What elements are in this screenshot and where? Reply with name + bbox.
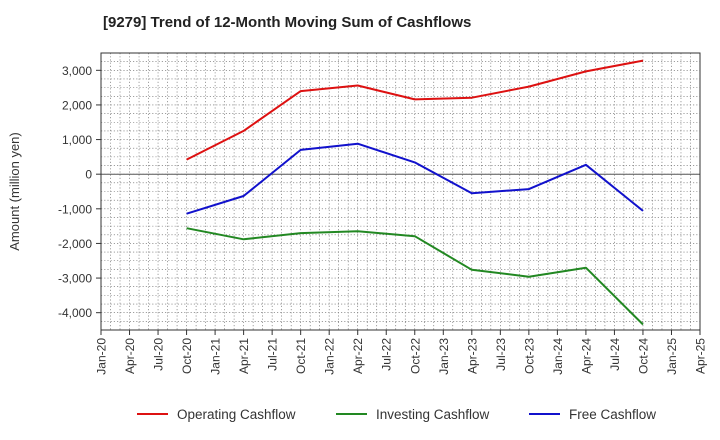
x-tick-label: Apr-22 [351, 338, 365, 374]
x-tick-label: Oct-23 [522, 338, 536, 374]
y-tick-label: 1,000 [62, 133, 92, 147]
x-tick-label: Jan-22 [323, 338, 337, 375]
y-axis: 3,000 2,000 1,000 0 -1,000 -2,000 -3,000 -4,000 [58, 64, 101, 320]
x-tick-label: Jan-20 [95, 338, 109, 375]
x-tick-label: Oct-21 [294, 338, 308, 374]
x-tick-label: Jul-24 [608, 338, 622, 371]
series-line [186, 59, 644, 161]
legend-label: Operating Cashflow [177, 407, 296, 422]
x-tick-label: Jan-24 [551, 338, 565, 375]
y-tick-label: 0 [85, 168, 92, 182]
x-tick-label: Apr-20 [123, 338, 137, 374]
x-tick-label: Oct-22 [408, 338, 422, 374]
x-tick-label: Oct-20 [180, 338, 194, 374]
x-tick-label: Jan-23 [437, 338, 451, 375]
x-tick-label: Apr-21 [237, 338, 251, 374]
series-line [186, 142, 644, 215]
x-tick-label: Apr-25 [694, 338, 708, 374]
x-tick-label: Jan-25 [665, 338, 679, 375]
x-tick-label: Apr-24 [579, 338, 593, 374]
chart-title: [9279] Trend of 12-Month Moving Sum of C… [103, 14, 472, 31]
legend-label: Free Cashflow [569, 407, 656, 422]
grid [100, 52, 701, 331]
x-tick-label: Jul-21 [266, 338, 280, 371]
legend: Operating Cashflow Investing Cashflow Free… [137, 407, 656, 422]
y-tick-label: -1,000 [58, 202, 92, 216]
x-tick-label: Apr-23 [465, 338, 479, 374]
x-tick-label: Jul-22 [380, 338, 394, 371]
x-tick-label: Oct-24 [636, 338, 650, 374]
x-tick-label: Jan-21 [209, 338, 223, 375]
y-axis-label: Amount (million yen) [7, 132, 22, 251]
legend-label: Investing Cashflow [376, 407, 490, 422]
series [186, 59, 644, 326]
x-tick-label: Jul-20 [152, 338, 166, 371]
series-line [186, 227, 644, 326]
x-axis: Jan-20 Apr-20 Jul-20 Oct-20 Jan-21 Apr-21 Jul-… [95, 330, 708, 375]
y-tick-label: -4,000 [58, 306, 92, 320]
y-tick-label: -3,000 [58, 272, 92, 286]
y-tick-label: -2,000 [58, 237, 92, 251]
y-tick-label: 2,000 [62, 98, 92, 112]
y-tick-label: 3,000 [62, 64, 92, 78]
x-tick-label: Jul-23 [494, 338, 508, 371]
plot-area [100, 52, 701, 331]
